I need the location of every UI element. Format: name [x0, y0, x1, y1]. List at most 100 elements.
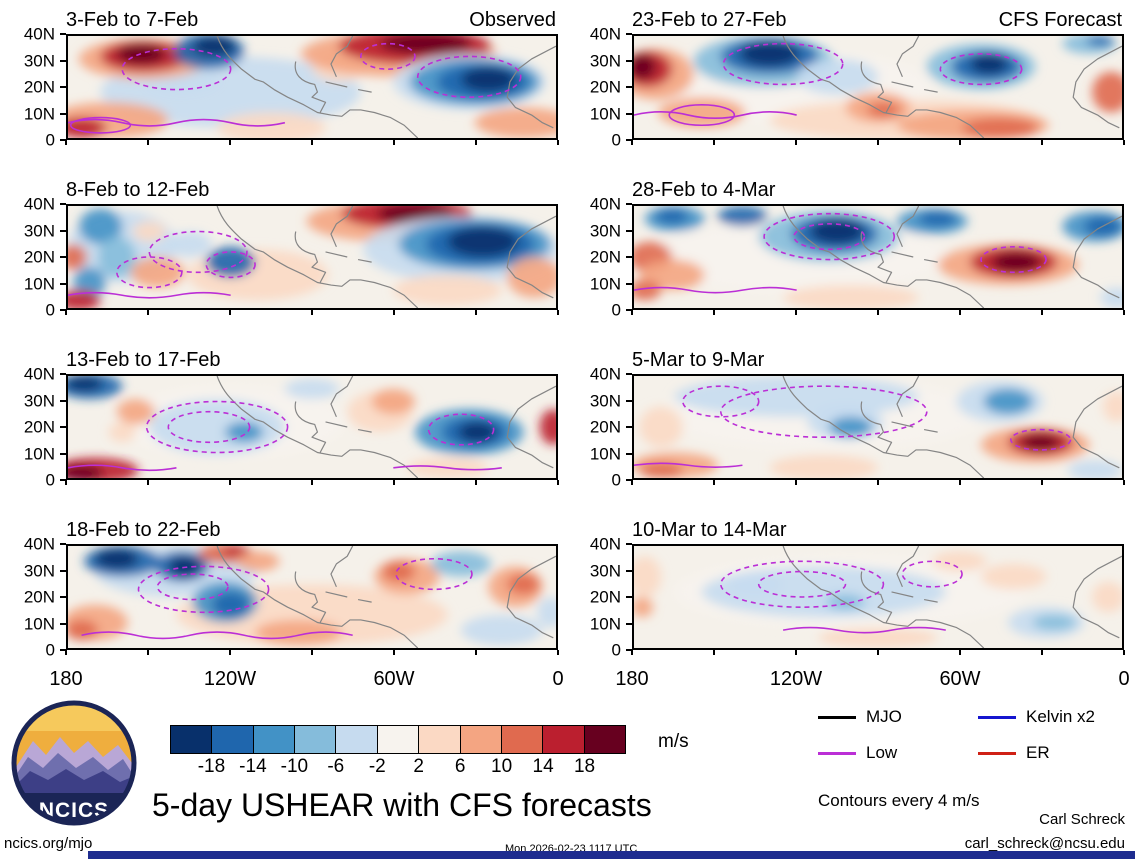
- latitude-axis: 40N 30N 20N 10N 0: [568, 26, 632, 149]
- lat-tick-label: 40N: [23, 364, 55, 384]
- axis-tick: [631, 310, 633, 315]
- axis-tick: [60, 59, 66, 62]
- map-canvas: [68, 36, 556, 138]
- axis-tick: [626, 139, 632, 141]
- coastline: [924, 430, 938, 433]
- colorbar-tick-label: -14: [239, 756, 267, 777]
- latitude-axis: 40N 30N 20N 10N 0: [568, 366, 632, 489]
- lat-tick-label: 40N: [23, 24, 55, 44]
- colorbar-tick-label: 14: [532, 756, 554, 777]
- legend-label: Kelvin x2: [1026, 707, 1095, 726]
- axis-tick: [626, 59, 632, 62]
- map-panel: 28-Feb to 4-Mar 40N 30N 20N 10N 0: [568, 176, 1125, 319]
- coastline: [326, 422, 348, 427]
- map-canvas: [634, 376, 1122, 478]
- lat-tick-label: 40N: [589, 534, 621, 554]
- latitude-axis: 40N 30N 20N 10N 0: [2, 196, 66, 319]
- axis-tick: [1041, 650, 1043, 655]
- low-contour-loop: [418, 56, 521, 97]
- coastline: [783, 376, 984, 478]
- axis-tick: [65, 310, 67, 315]
- lat-tick-label: 20N: [589, 417, 621, 437]
- lat-tick-label: 10N: [23, 104, 55, 123]
- axis-tick: [393, 650, 395, 655]
- map-canvas: [68, 546, 556, 648]
- lat-tick-label: 30N: [23, 391, 55, 410]
- axis-tick: [795, 480, 797, 485]
- longitude-ticks: [65, 480, 559, 486]
- axis-tick: [147, 140, 149, 145]
- lon-tick-label: 180: [615, 668, 649, 690]
- axis-tick: [626, 399, 632, 402]
- coastline: [358, 260, 372, 263]
- lat-tick-label: 30N: [589, 51, 621, 70]
- axis-tick: [959, 140, 961, 145]
- colorbar-segment: [253, 726, 296, 753]
- low-contour-loop: [429, 414, 494, 445]
- logo-art: NCICS: [16, 705, 132, 821]
- panel-body: 40N 30N 20N 10N 0: [568, 196, 1124, 319]
- axis-tick: [795, 140, 797, 145]
- axis-tick: [1041, 140, 1043, 145]
- author-credit: Carl Schreck: [1039, 811, 1125, 828]
- colorbar-tick-label: 6: [454, 756, 466, 777]
- longitude-axis: 180 120W 60W 0: [615, 664, 1129, 694]
- colorbar-segment: [543, 726, 585, 753]
- map-panel: 8-Feb to 12-Feb 40N 30N 20N 10N 0: [2, 176, 559, 319]
- axis-tick: [626, 569, 632, 572]
- coastline: [295, 232, 325, 283]
- panel-header: 13-Feb to 17-Feb: [66, 346, 558, 374]
- lat-tick-label: 20N: [589, 247, 621, 267]
- low-contour-loop: [168, 412, 249, 443]
- panel-date-range: 28-Feb to 4-Mar: [632, 179, 776, 201]
- axis-tick: [60, 373, 66, 375]
- low-contour-line: [634, 112, 797, 118]
- lat-tick-label: 0: [611, 130, 621, 150]
- axis-tick: [475, 480, 477, 485]
- axis-tick: [60, 229, 66, 232]
- panel-body: 40N 30N 20N 10N 0: [2, 366, 558, 489]
- observed-column: 3-Feb to 7-Feb Observed 40N 30N 20N 10N 0 8-…: [2, 6, 564, 694]
- legend-item-mjo: MJO: [818, 707, 970, 727]
- panel-header: 10-Mar to 14-Mar: [632, 516, 1124, 544]
- panel-header: 23-Feb to 27-Feb CFS Forecast: [632, 6, 1124, 34]
- coastline: [331, 206, 353, 247]
- axis-tick: [959, 310, 961, 315]
- axis-tick: [626, 112, 632, 115]
- longitude-ticks: [631, 140, 1125, 146]
- panel-date-range: 18-Feb to 22-Feb: [66, 519, 221, 541]
- colorbar-segment: [171, 726, 213, 753]
- axis-tick: [475, 310, 477, 315]
- axis-tick: [557, 310, 559, 315]
- axis-tick: [713, 140, 715, 145]
- legend-item-low: Low: [818, 743, 970, 763]
- lat-tick-label: 10N: [589, 614, 621, 633]
- panel-date-range: 5-Mar to 9-Mar: [632, 349, 765, 371]
- map-panel: 5-Mar to 9-Mar 40N 30N 20N 10N 0: [568, 346, 1125, 489]
- lat-tick-label: 40N: [589, 364, 621, 384]
- axis-tick: [631, 650, 633, 655]
- map-plot: [632, 34, 1124, 140]
- low-contour-loop: [669, 105, 734, 125]
- low-contour-line: [783, 628, 946, 633]
- colorbar-segment: [501, 726, 544, 753]
- colorbar-strip: [170, 725, 626, 754]
- low-contour-loop: [396, 559, 472, 590]
- lat-tick-label: 0: [611, 470, 621, 490]
- coastline: [897, 36, 919, 77]
- legend-line-swatch: [978, 715, 1016, 719]
- coastline: [861, 232, 891, 283]
- footer: NCICS -18 -14 -10 -6 -2 2 6 10 14 18 m/s MJO Kelvi…: [0, 695, 1135, 859]
- legend-label: MJO: [866, 707, 902, 726]
- coastline: [783, 546, 984, 648]
- coastline: [358, 430, 372, 433]
- coastline: [861, 62, 891, 113]
- colorbar-tick-label: -10: [280, 756, 309, 777]
- axis-tick: [229, 480, 231, 485]
- colorbar-tick-label: -18: [197, 756, 226, 777]
- map-panel: 13-Feb to 17-Feb 40N 30N 20N 10N 0: [2, 346, 559, 489]
- low-contour-loop: [122, 49, 230, 90]
- coastline: [1073, 46, 1122, 128]
- coastline: [897, 546, 919, 587]
- coastline: [924, 600, 938, 603]
